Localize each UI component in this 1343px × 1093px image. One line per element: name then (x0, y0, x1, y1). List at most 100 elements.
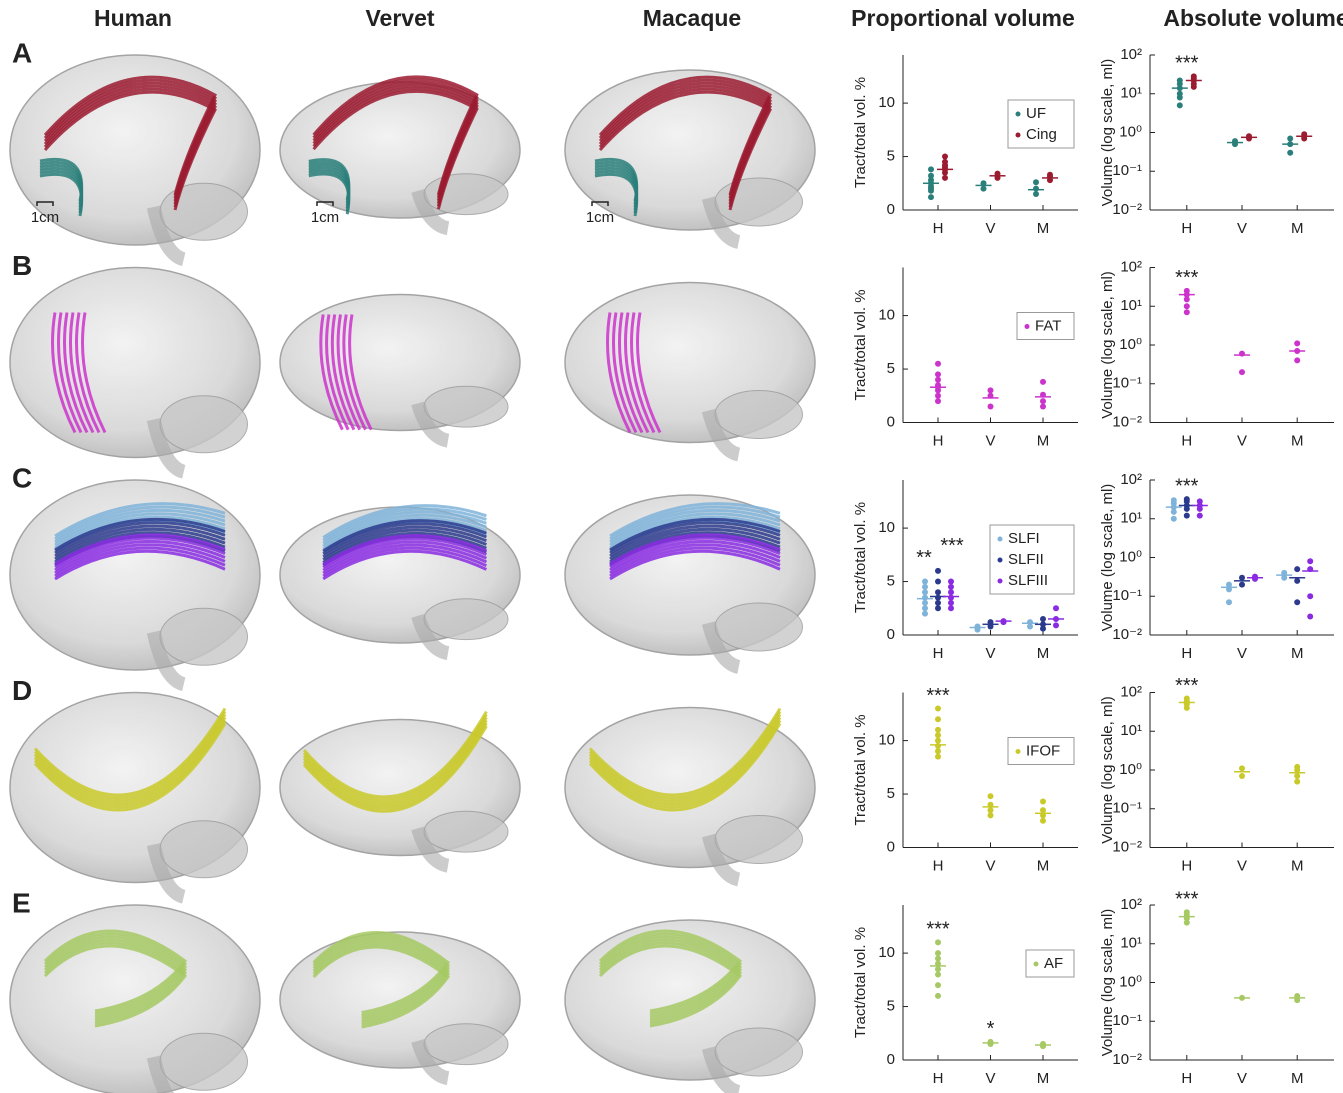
x-tick-label: V (985, 1070, 995, 1087)
significance-marker: * (987, 1018, 995, 1040)
y-tick-label: 10⁻² (1112, 1051, 1142, 1068)
significance-marker: *** (1175, 53, 1199, 75)
column-header: Vervet (365, 5, 434, 31)
y-axis-label: Volume (log scale, ml) (1099, 909, 1116, 1057)
y-tick-label: 10¹ (1120, 510, 1142, 527)
y-tick-label: 10 (878, 519, 895, 536)
x-tick-label: H (933, 432, 944, 449)
cerebellum (160, 1033, 248, 1090)
legend-marker (998, 579, 1003, 584)
brain-illustration (565, 495, 815, 667)
legend-marker (1016, 112, 1021, 117)
data-point (935, 595, 941, 601)
data-point (935, 950, 941, 956)
data-point (1177, 91, 1183, 97)
brain-illustration (10, 268, 260, 472)
data-point (988, 403, 994, 409)
significance-marker: *** (1175, 889, 1199, 911)
data-point (1294, 578, 1300, 584)
legend-marker (998, 558, 1003, 563)
data-point (922, 579, 928, 585)
data-point (1307, 558, 1313, 564)
legend-label: SLFIII (1008, 572, 1048, 589)
legend-marker (1025, 324, 1030, 329)
brain-illustration (280, 712, 520, 866)
y-axis-label: Volume (log scale, ml) (1099, 484, 1116, 632)
data-point (948, 595, 954, 601)
data-point (1239, 369, 1245, 375)
y-tick-label: 10⁰ (1119, 548, 1142, 565)
x-tick-label: H (933, 1070, 944, 1087)
x-tick-label: H (933, 220, 944, 237)
cerebellum (160, 183, 248, 240)
data-point (1040, 818, 1046, 824)
data-point (1294, 773, 1300, 779)
data-point (928, 173, 934, 179)
data-point (935, 579, 941, 585)
data-point (922, 600, 928, 606)
significance-marker: ** (916, 547, 932, 569)
y-axis-label: Volume (log scale, ml) (1099, 59, 1116, 207)
row-label: D (12, 675, 32, 706)
data-point (935, 393, 941, 399)
significance-marker: *** (940, 535, 964, 557)
data-point (1294, 340, 1300, 346)
cerebellum (424, 1024, 508, 1065)
data-point (1053, 622, 1059, 628)
y-axis-label: Tract/total vol. % (852, 502, 869, 613)
legend-marker (1016, 749, 1021, 754)
data-point (1184, 309, 1190, 315)
y-axis-label: Tract/total vol. % (852, 289, 869, 400)
y-tick-label: 10 (878, 732, 895, 749)
data-point (935, 955, 941, 961)
data-point (1040, 616, 1046, 622)
data-point (942, 175, 948, 181)
data-point (935, 748, 941, 754)
row-label: A (12, 37, 32, 68)
data-point (988, 812, 994, 818)
y-tick-label: 10² (1120, 683, 1142, 700)
legend-label: AF (1044, 955, 1063, 972)
data-point (935, 982, 941, 988)
x-tick-label: H (1181, 220, 1192, 237)
data-point (942, 159, 948, 165)
data-point (1033, 179, 1039, 185)
y-tick-label: 10¹ (1120, 297, 1142, 314)
data-point (928, 166, 934, 172)
y-tick-label: 10 (878, 944, 895, 961)
x-tick-label: V (985, 432, 995, 449)
cerebellum (715, 816, 803, 864)
data-point (935, 371, 941, 377)
y-axis-label: Volume (log scale, ml) (1099, 696, 1116, 844)
x-tick-label: H (933, 857, 944, 874)
y-tick-label: 10⁰ (1119, 336, 1142, 353)
data-point (935, 716, 941, 722)
y-tick-label: 10⁻² (1112, 413, 1142, 430)
x-tick-label: H (1181, 1070, 1192, 1087)
y-tick-label: 10⁻¹ (1112, 1012, 1142, 1029)
x-tick-label: M (1291, 857, 1304, 874)
legend-marker (1016, 133, 1021, 138)
y-axis-label: Volume (log scale, ml) (1099, 271, 1116, 419)
y-tick-label: 10¹ (1120, 722, 1142, 739)
legend-label: UF (1026, 105, 1046, 122)
y-tick-label: 0 (887, 626, 895, 643)
data-point (935, 966, 941, 972)
brain-illustration (565, 283, 815, 455)
cerebellum (424, 599, 508, 640)
y-axis-label: Tract/total vol. % (852, 714, 869, 825)
data-point (981, 186, 987, 192)
data-point (988, 387, 994, 393)
data-point (1252, 574, 1258, 580)
data-point (948, 605, 954, 611)
x-tick-label: M (1291, 432, 1304, 449)
legend-marker (998, 537, 1003, 542)
data-point (1239, 773, 1245, 779)
cerebellum (160, 396, 248, 453)
y-tick-label: 10⁰ (1119, 761, 1142, 778)
data-point (935, 568, 941, 574)
x-tick-label: V (1237, 857, 1247, 874)
data-point (922, 595, 928, 601)
data-point (935, 743, 941, 749)
brain-illustration (280, 932, 520, 1078)
